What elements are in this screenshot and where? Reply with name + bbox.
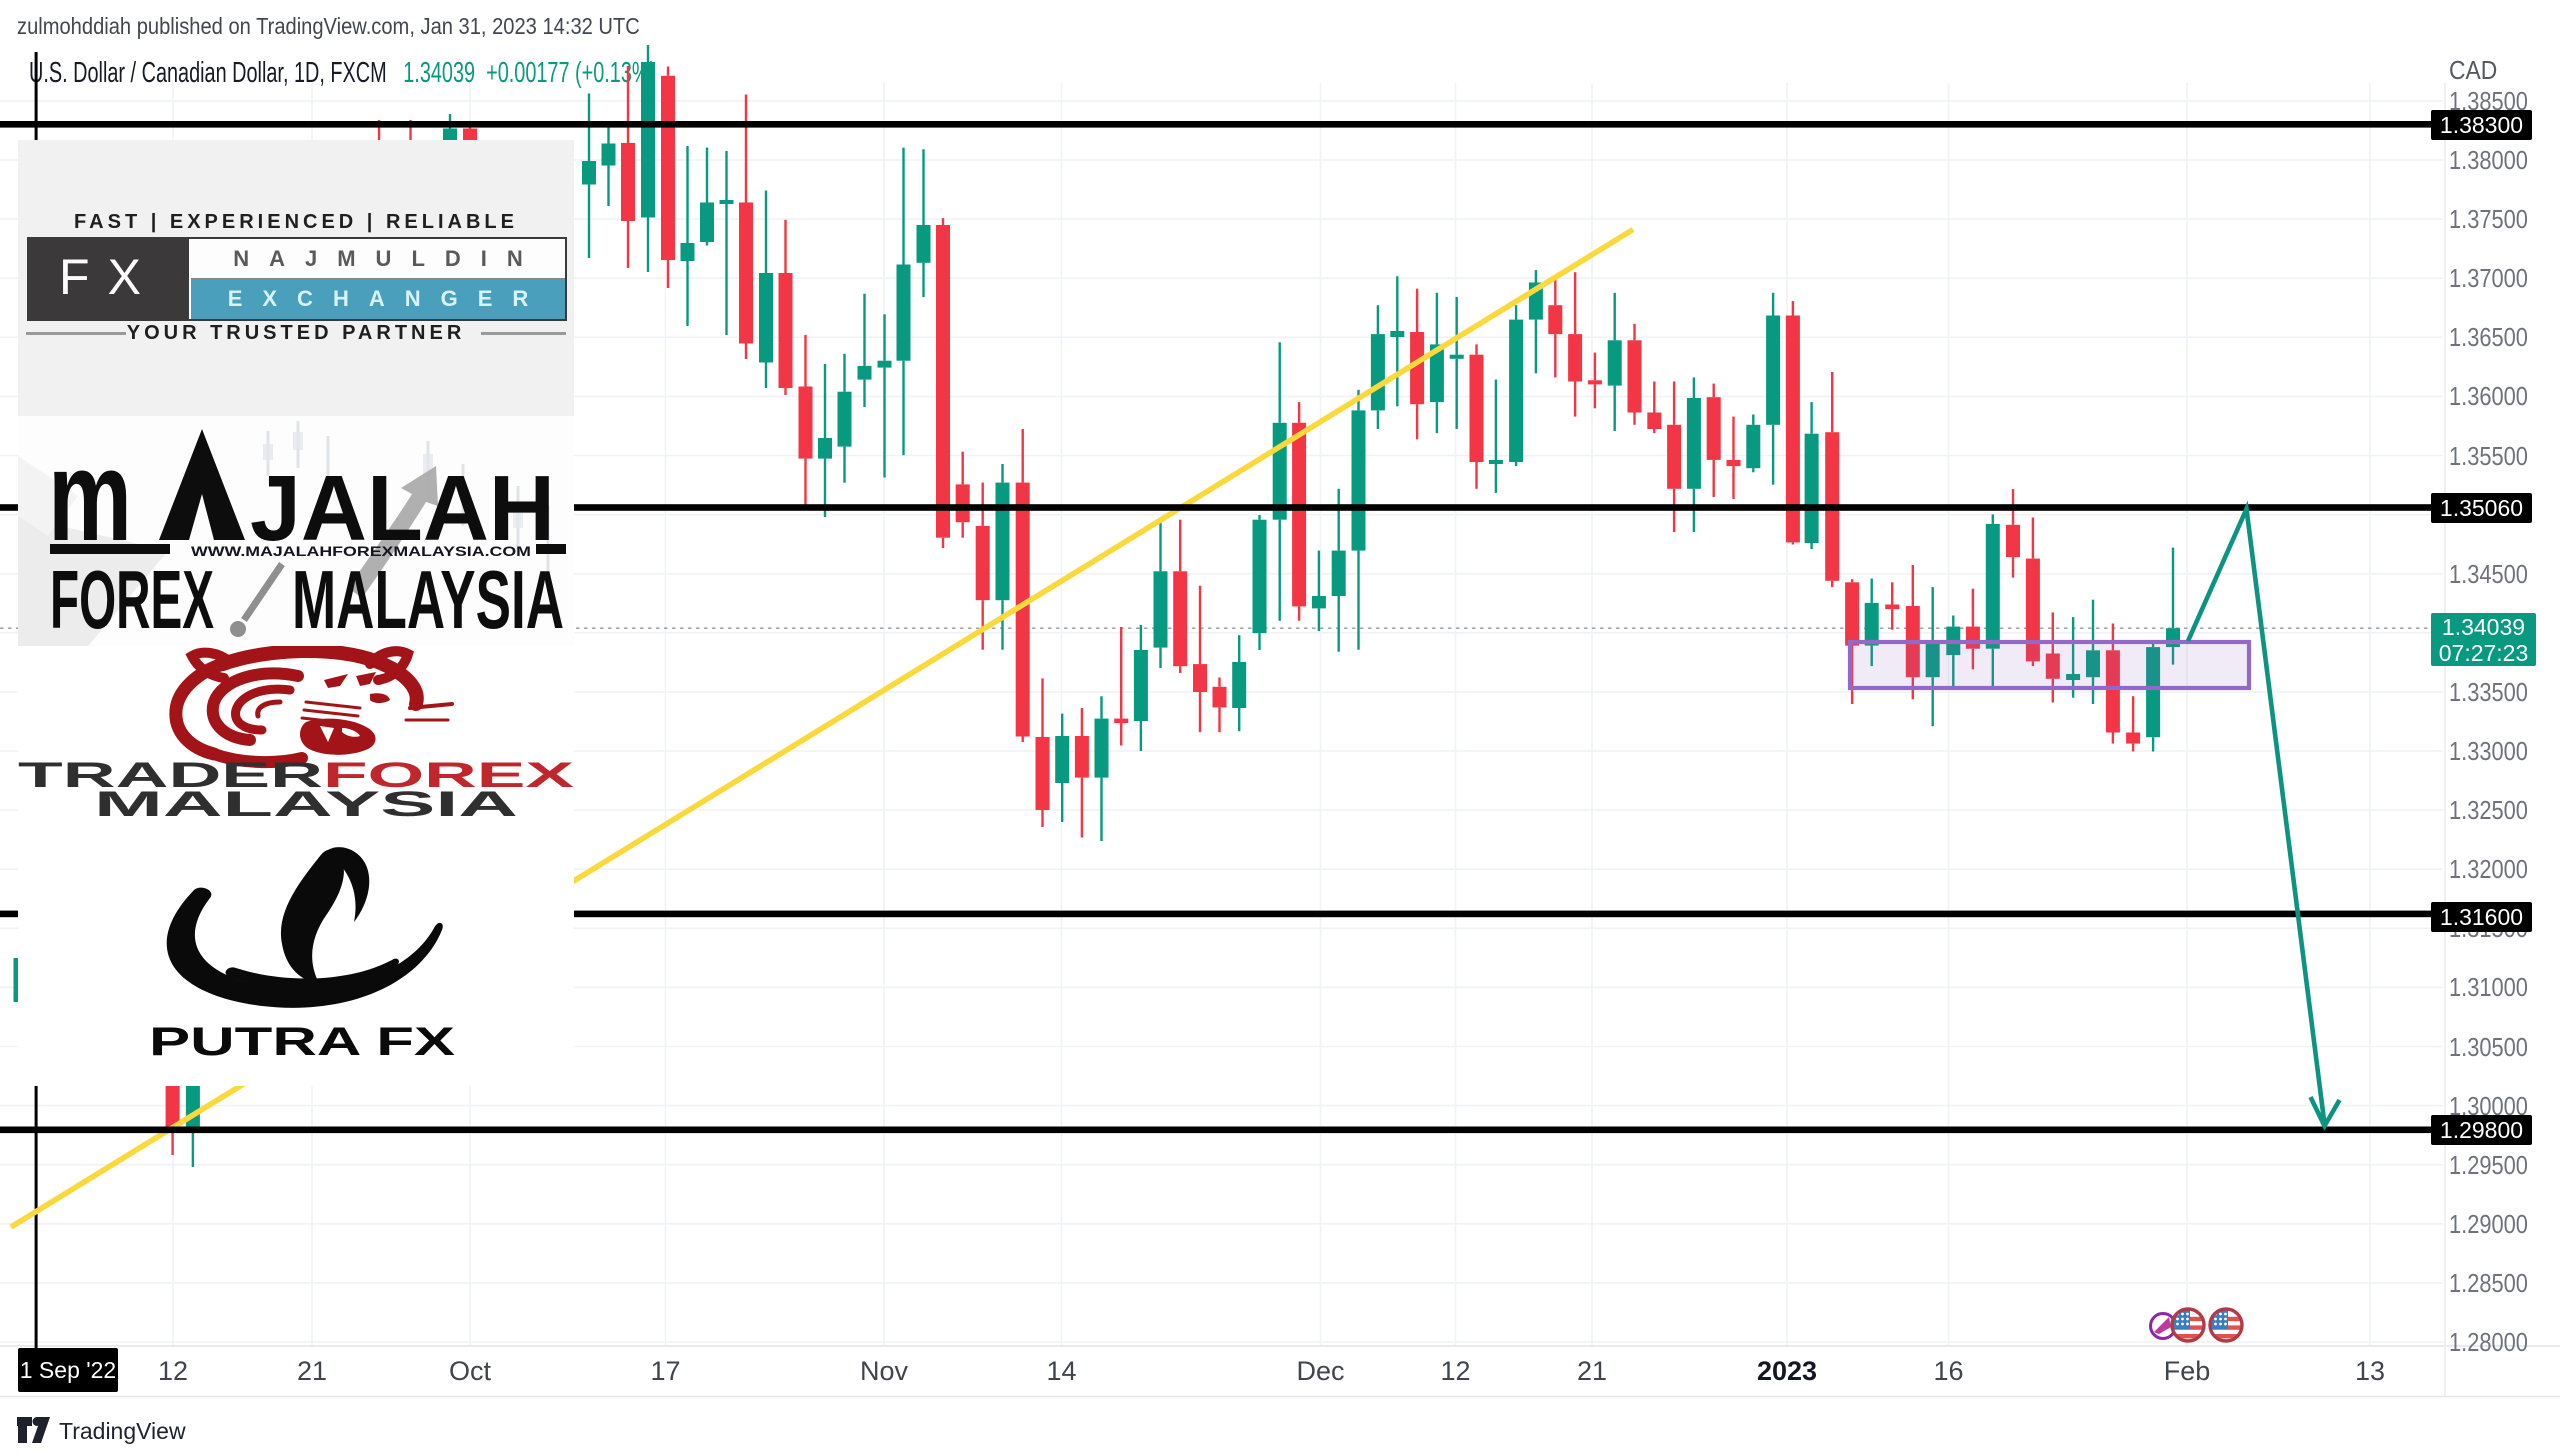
svg-text:FOREX: FOREX bbox=[323, 756, 574, 795]
svg-text:FOREX: FOREX bbox=[50, 553, 214, 646]
svg-text:WWW.MAJALAHFOREXMALAYSIA.COM: WWW.MAJALAHFOREXMALAYSIA.COM bbox=[191, 543, 531, 559]
svg-text:TradingView: TradingView bbox=[59, 1418, 186, 1444]
svg-text:JALAH: JALAH bbox=[250, 456, 555, 560]
svg-text:MALAYSIA: MALAYSIA bbox=[292, 553, 564, 646]
svg-text:MALAYSIA: MALAYSIA bbox=[94, 785, 518, 824]
svg-text:PUTRA FX: PUTRA FX bbox=[149, 1020, 455, 1064]
svg-text:TRADER: TRADER bbox=[18, 756, 323, 795]
